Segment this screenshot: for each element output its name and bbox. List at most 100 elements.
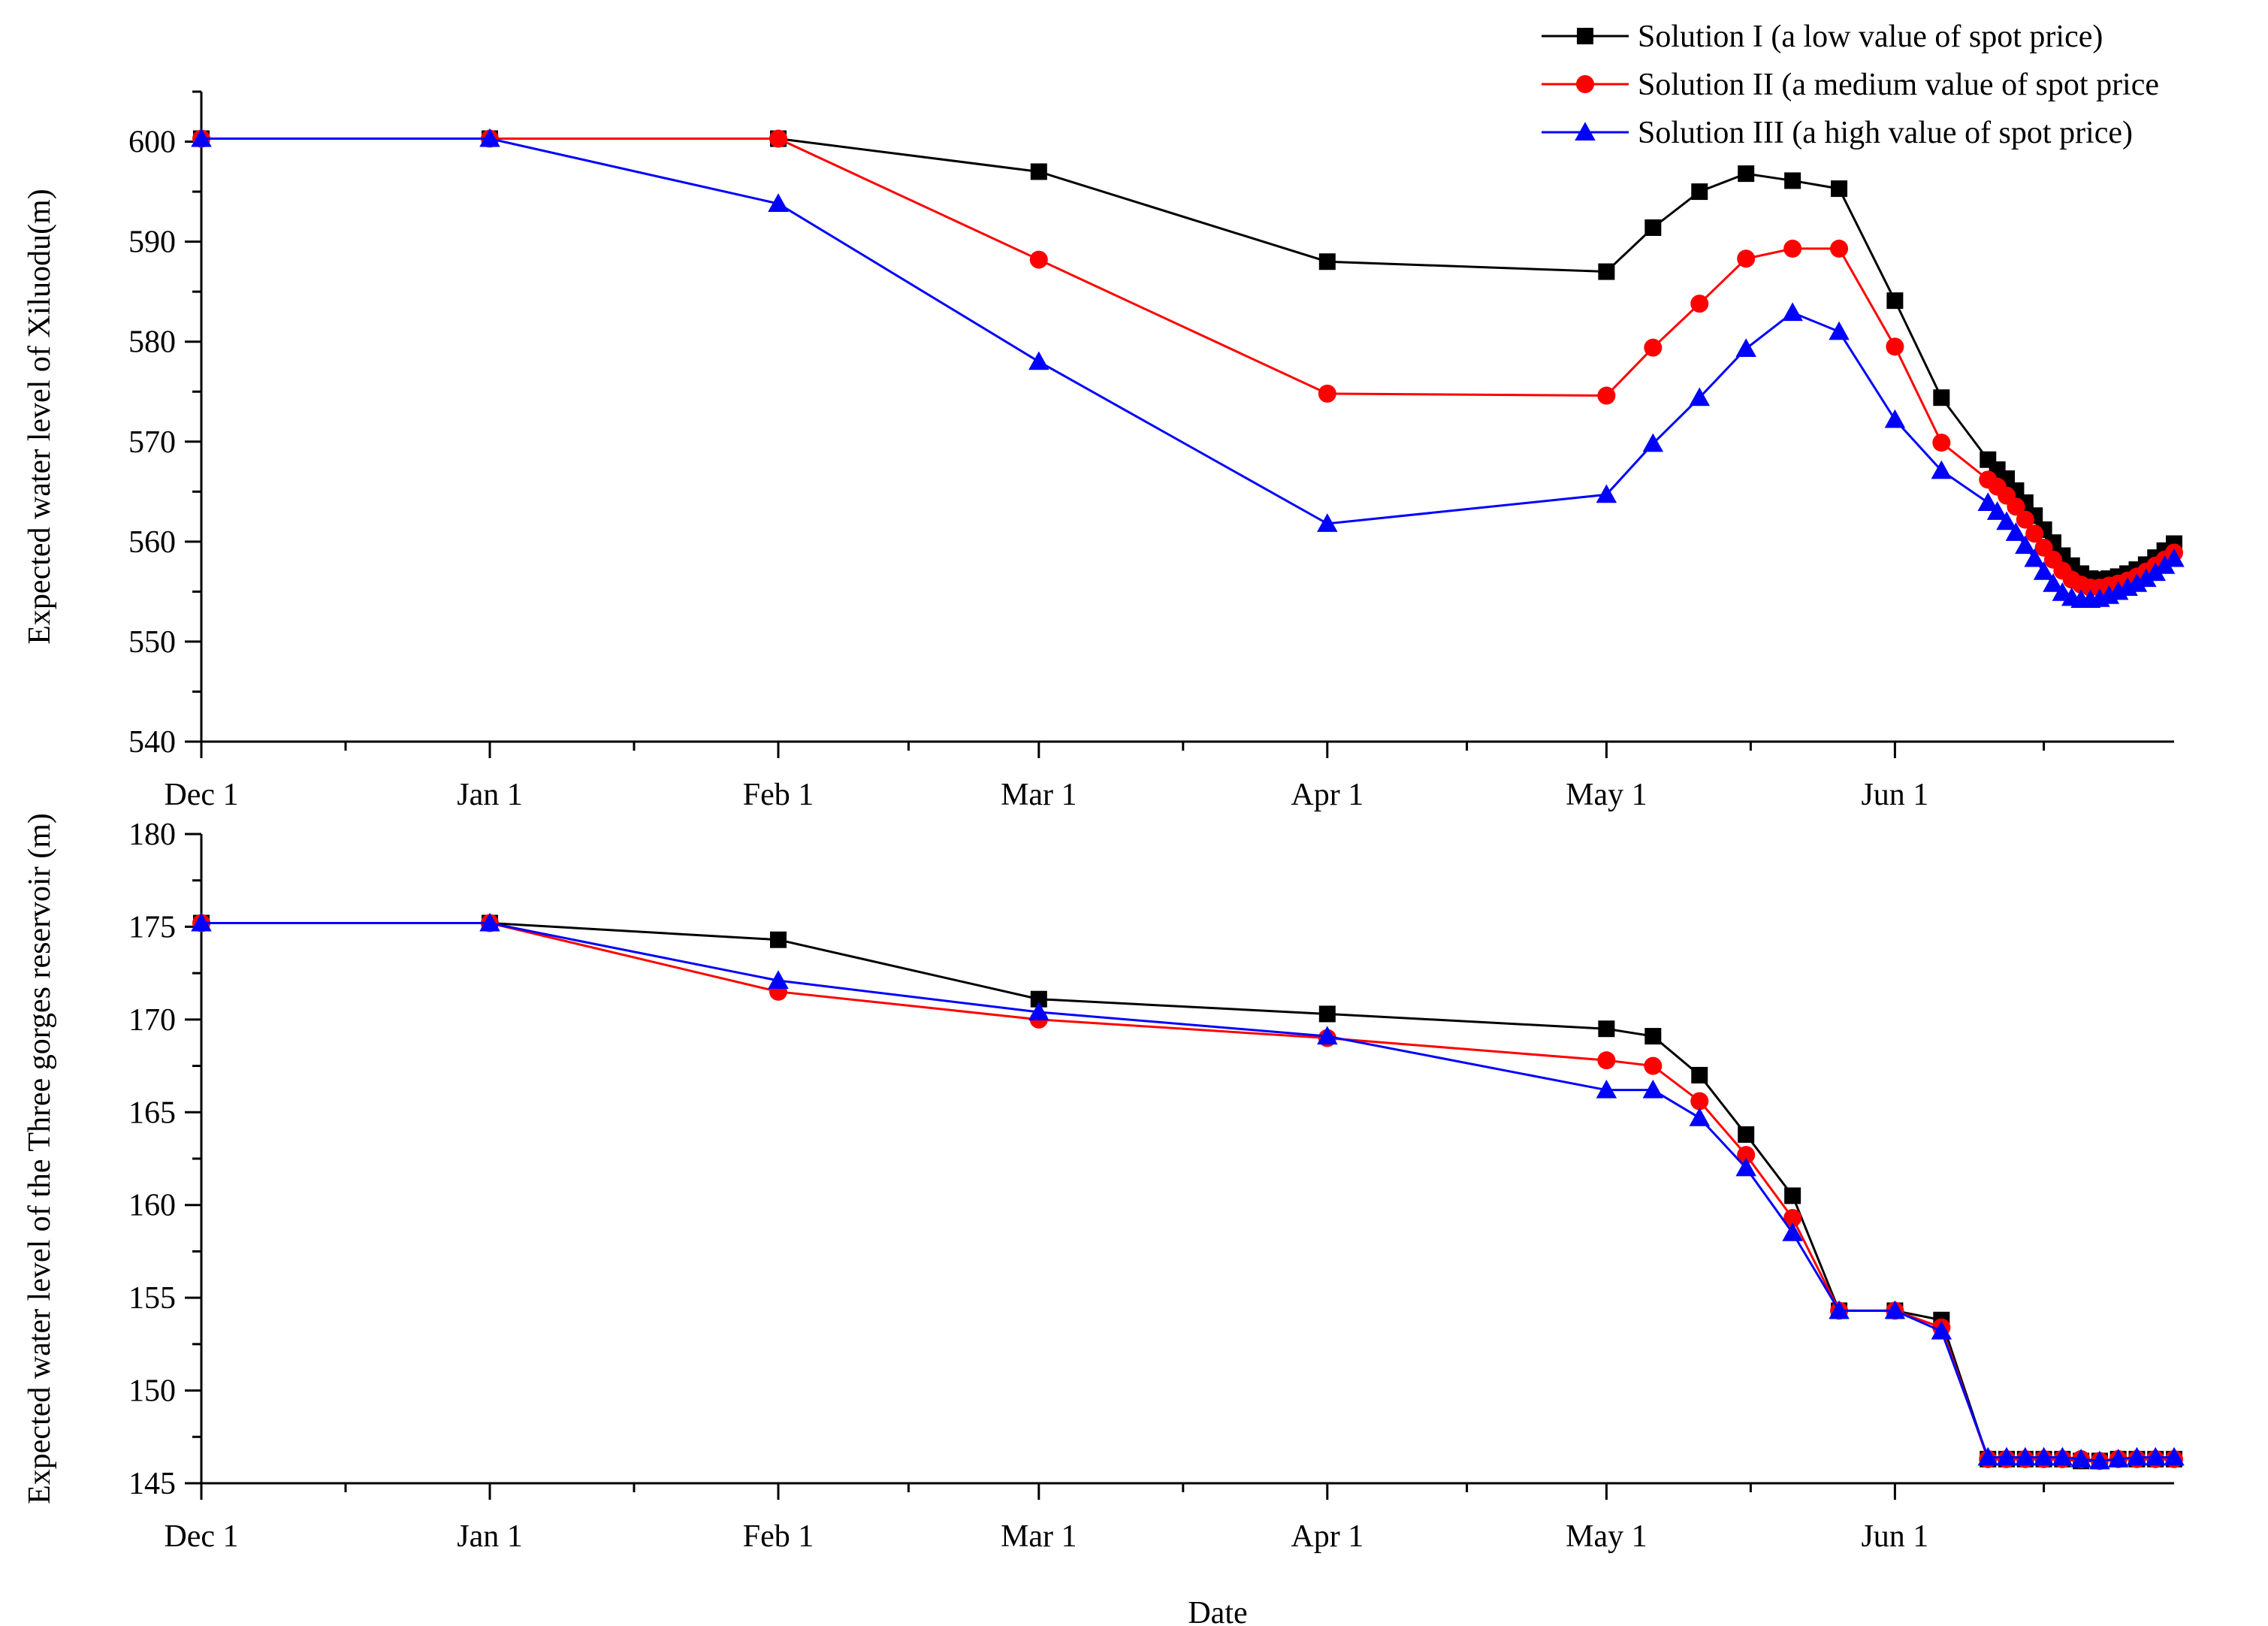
data-point-circle: [1783, 239, 1802, 258]
x-tick-label: Feb 1: [743, 1519, 814, 1554]
x-tick-label: Jun 1: [1861, 778, 1928, 812]
x-tick-label: Dec 1: [164, 778, 238, 812]
data-point-triangle: [1996, 511, 2017, 530]
data-point-triangle: [1884, 1300, 1906, 1319]
data-point-circle: [2025, 524, 2044, 543]
data-point-triangle: [1317, 1026, 1338, 1045]
data-point-triangle: [1931, 460, 1952, 479]
series-line: [201, 921, 2174, 1462]
data-point-triangle: [1642, 433, 1664, 452]
series-2: [192, 914, 2183, 1470]
y-tick-label: 540: [128, 725, 176, 760]
data-point-triangle: [1829, 321, 1850, 340]
series-line: [201, 921, 2174, 1462]
y-tick-label: 600: [128, 125, 176, 160]
data-point-triangle: [1884, 409, 1906, 428]
data-point-circle: [2016, 510, 2034, 529]
data-point-square: [1784, 1187, 1801, 1204]
y-tick-label: 175: [128, 910, 176, 944]
data-point-square: [769, 931, 787, 948]
x-tick-label: Dec 1: [164, 1519, 238, 1554]
data-point-triangle: [2136, 568, 2157, 588]
data-point-triangle: [2145, 1446, 2166, 1466]
data-point-triangle: [2089, 1450, 2110, 1470]
data-point-triangle: [2154, 555, 2176, 574]
data-point-triangle: [1977, 492, 1999, 511]
data-point-square: [1318, 253, 1336, 270]
data-point-circle: [1690, 1092, 1709, 1111]
x-tick-label: Mar 1: [1001, 778, 1077, 812]
series-3: [191, 912, 2185, 1470]
data-point-square: [1598, 263, 1615, 280]
data-point-circle: [769, 129, 787, 148]
data-point-triangle: [1986, 501, 2008, 520]
data-point-triangle: [2126, 573, 2148, 592]
x-tick-label: Jun 1: [1861, 1519, 1928, 1554]
data-point-triangle: [191, 128, 212, 147]
data-point-circle: [1737, 1146, 1756, 1165]
data-point-circle: [1737, 249, 1756, 268]
data-point-triangle: [2164, 548, 2185, 567]
data-point-triangle: [1642, 1079, 1664, 1099]
xiluodu-panel: 540 550 560 570 580 590 600 Dec 1 Jan 1 Feb 1 Mar …: [23, 90, 2185, 812]
legend-marker-square: [1577, 28, 1593, 44]
data-point-triangle: [1829, 1300, 1850, 1319]
data-point-square: [1738, 1126, 1755, 1143]
y-tick-label: 550: [128, 625, 176, 660]
y-tick-label: 165: [128, 1096, 176, 1130]
data-point-triangle: [1596, 1079, 1617, 1099]
data-point-square: [1030, 990, 1047, 1008]
data-point-triangle: [1689, 1107, 1711, 1126]
data-point-triangle: [768, 193, 789, 213]
data-point-circle: [1597, 1051, 1616, 1070]
legend-marker-circle: [1576, 75, 1594, 93]
data-point-square: [1318, 1005, 1336, 1023]
data-point-triangle: [1689, 387, 1711, 406]
y-tick-label: 145: [128, 1467, 176, 1501]
x-tick-label: May 1: [1566, 778, 1647, 812]
data-point-triangle: [2005, 522, 2027, 541]
y-axis-label: Expected water level of Xiluodu(m): [23, 189, 57, 644]
y-tick-label: 155: [128, 1281, 176, 1316]
three-gorges-panel: 145 150 155 160 165 170 175 180 Dec 1 Jan 1 Feb 1 M…: [23, 813, 2185, 1626]
x-axis-label: Date: [1188, 1596, 1247, 1626]
data-point-triangle: [2126, 1446, 2148, 1466]
series-2: [192, 129, 2183, 597]
data-point-circle: [1932, 434, 1951, 452]
y-tick-label: 570: [128, 425, 176, 460]
x-tick-label: Mar 1: [1001, 1519, 1077, 1554]
data-point-square: [1644, 219, 1662, 236]
data-point-circle: [1783, 1208, 1802, 1227]
data-point-square: [1691, 1066, 1708, 1083]
data-point-square: [1738, 165, 1755, 183]
series-1: [193, 914, 2182, 1470]
data-point-circle: [1644, 1056, 1662, 1075]
y-axis-label: Expected water level of the Three gorges…: [23, 813, 57, 1504]
series-3: [191, 128, 2185, 609]
y-tick-label: 160: [128, 1189, 176, 1223]
data-point-square: [1886, 292, 1904, 310]
data-point-circle: [1830, 239, 1849, 258]
data-point-triangle: [1782, 1222, 1803, 1241]
x-tick-label: Feb 1: [743, 778, 814, 812]
series-line: [201, 138, 2175, 601]
data-point-circle: [1690, 295, 1709, 313]
x-tick-label: May 1: [1566, 1519, 1647, 1554]
data-point-triangle: [2033, 1446, 2055, 1466]
data-point-triangle: [2024, 548, 2045, 567]
series-line: [201, 921, 2174, 1462]
data-point-triangle: [1977, 1446, 1999, 1466]
x-tick-label: Jan 1: [457, 1519, 523, 1554]
data-point-triangle: [2145, 562, 2166, 582]
data-point-square: [1831, 180, 1848, 198]
x-tick-label: Apr 1: [1291, 1519, 1364, 1554]
data-point-triangle: [768, 970, 789, 990]
data-point-square: [1030, 163, 1047, 180]
y-tick-label: 150: [128, 1374, 176, 1409]
data-point-triangle: [2164, 1446, 2185, 1466]
data-point-square: [1784, 172, 1801, 189]
data-point-triangle: [191, 912, 212, 932]
y-tick-label: 180: [128, 818, 176, 852]
data-point-triangle: [1996, 1446, 2017, 1466]
